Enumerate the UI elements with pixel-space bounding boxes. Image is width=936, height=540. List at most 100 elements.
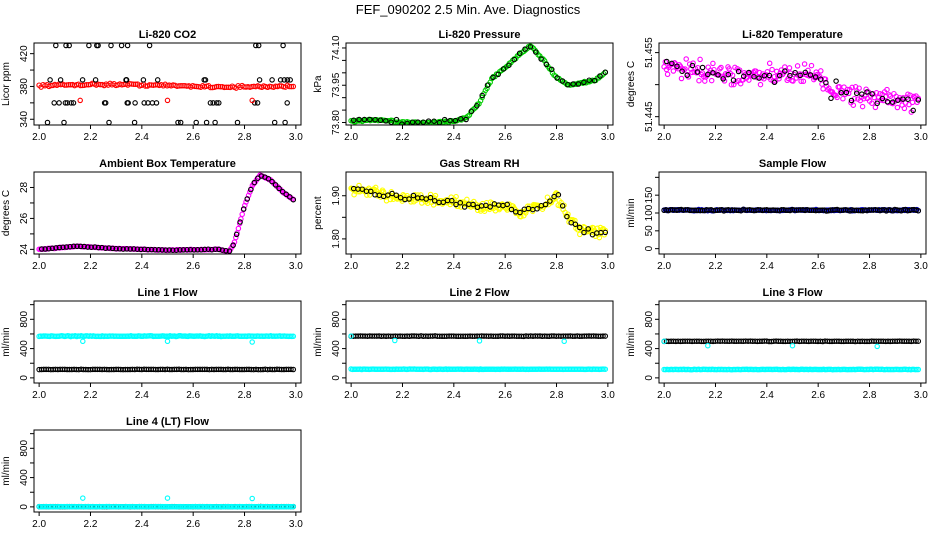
data-point xyxy=(807,72,814,78)
data-point xyxy=(559,203,566,209)
data-points xyxy=(36,172,297,254)
data-point xyxy=(377,117,384,124)
x-tick-label: 3.0 xyxy=(601,261,615,272)
data-point xyxy=(109,245,116,252)
x-tick-label: 2.0 xyxy=(344,390,358,401)
data-point xyxy=(879,95,886,102)
data-point xyxy=(155,247,162,253)
data-point xyxy=(85,244,91,250)
data-point xyxy=(490,74,496,81)
data-point xyxy=(201,246,208,253)
data-point xyxy=(549,66,555,73)
data-point xyxy=(596,234,603,241)
data-point xyxy=(894,104,901,111)
data-point xyxy=(850,102,857,108)
data-point xyxy=(708,77,715,84)
data-point xyxy=(248,186,254,193)
chart-panel-7: Line 1 Flow ml/min 2.0 2.2 2.4 2.6 2.8 3.0 0 400 8… xyxy=(1,287,303,401)
data-point xyxy=(771,79,778,86)
x-tick-label: 2.2 xyxy=(709,390,723,401)
data-point xyxy=(388,119,394,125)
data-point xyxy=(427,194,434,201)
data-point xyxy=(367,116,373,123)
data-point xyxy=(500,66,507,72)
chart-title: Line 3 Flow xyxy=(763,287,823,299)
data-point xyxy=(418,192,424,198)
data-point xyxy=(415,119,421,125)
x-tick-label: 2.4 xyxy=(760,390,774,401)
data-point xyxy=(527,44,534,50)
data-point xyxy=(209,246,215,253)
data-point xyxy=(913,338,919,344)
x-tick-label: 2.8 xyxy=(238,132,252,143)
data-point xyxy=(679,66,686,72)
y-tick-label: 24 xyxy=(19,243,30,255)
figure-title: FEF_090202 2.5 Min. Ave. Diagnostics xyxy=(356,2,581,17)
plot-frame xyxy=(33,42,302,126)
y-axis-label: Licor ppm xyxy=(1,62,12,106)
data-point xyxy=(350,117,357,124)
data-point xyxy=(877,91,883,97)
data-point xyxy=(915,366,922,373)
data-point xyxy=(853,90,860,97)
data-point xyxy=(410,192,417,199)
data-point xyxy=(705,342,711,349)
y-tick-label: 400 xyxy=(19,340,30,357)
x-tick-label: 2.6 xyxy=(811,132,825,143)
data-point xyxy=(64,100,71,106)
chart-panel-1: Li-820 CO2 Licor ppm 2.0 2.2 2.4 2.6 2.8 3.0 340… xyxy=(1,29,303,143)
chart-panel-8: Line 2 Flow ml/min 2.0 2.2 2.4 2.6 2.8 3.0 0 400 8… xyxy=(313,287,615,401)
x-tick-label: 2.0 xyxy=(344,261,358,272)
data-point xyxy=(817,76,824,82)
data-point xyxy=(239,211,245,218)
data-point xyxy=(288,83,295,90)
x-tick-label: 2.4 xyxy=(135,519,149,530)
data-point xyxy=(884,86,890,93)
data-point xyxy=(53,245,59,251)
chart-title: Sample Flow xyxy=(759,158,827,170)
data-point xyxy=(140,77,147,83)
data-point xyxy=(561,338,567,345)
x-tick-label: 2.4 xyxy=(135,132,149,143)
data-point xyxy=(761,72,768,79)
data-point xyxy=(88,244,95,250)
data-point xyxy=(457,200,464,206)
y-tick-label: 28 xyxy=(19,181,30,193)
x-tick-label: 2.8 xyxy=(863,132,877,143)
data-point xyxy=(543,61,550,68)
data-point xyxy=(226,248,233,254)
data-point xyxy=(290,196,297,203)
data-point xyxy=(585,226,591,232)
data-point xyxy=(102,245,109,251)
data-point xyxy=(694,69,701,75)
data-point xyxy=(392,337,398,344)
x-tick-label: 2.6 xyxy=(186,132,200,143)
data-point xyxy=(219,247,226,253)
data-point xyxy=(283,191,289,198)
data-point xyxy=(591,77,598,84)
data-point xyxy=(81,243,87,250)
data-point xyxy=(141,246,148,253)
data-point xyxy=(484,82,491,88)
data-point xyxy=(80,338,86,345)
data-point xyxy=(834,94,840,101)
data-point xyxy=(686,61,693,67)
data-point xyxy=(113,245,119,252)
data-point xyxy=(265,176,272,182)
data-point xyxy=(696,77,702,84)
data-point xyxy=(474,103,480,109)
data-point xyxy=(735,68,742,75)
data-point xyxy=(678,75,685,82)
data-point xyxy=(383,118,389,124)
data-point xyxy=(132,100,138,106)
data-point xyxy=(68,100,74,106)
data-point xyxy=(487,204,493,210)
data-point xyxy=(869,100,875,106)
data-point xyxy=(757,81,764,88)
y-axis-label: ml/min xyxy=(1,327,12,356)
data-point xyxy=(237,219,243,225)
data-points xyxy=(348,43,609,125)
y-tick-label: 51.445 xyxy=(644,101,655,132)
data-point xyxy=(452,117,459,124)
x-tick-label: 2.6 xyxy=(498,261,512,272)
